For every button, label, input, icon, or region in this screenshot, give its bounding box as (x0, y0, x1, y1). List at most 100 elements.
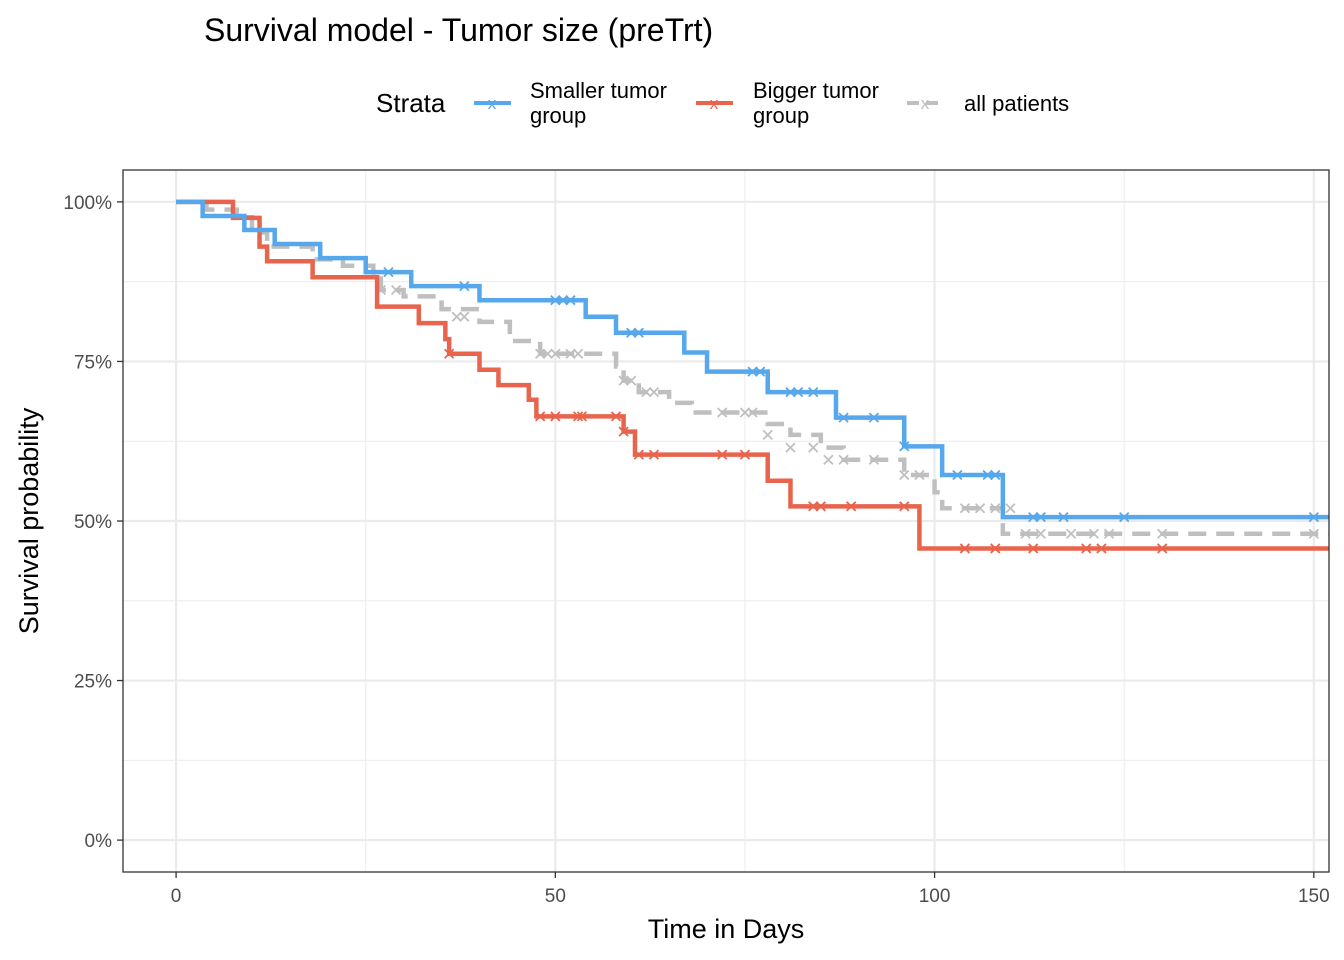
censor-mark-smaller (1119, 512, 1130, 523)
x-tick-label: 100 (919, 886, 951, 907)
series-all (176, 199, 1329, 539)
censor-mark-smaller (565, 295, 576, 306)
censor-mark-smaller (808, 386, 819, 398)
censor-mark-smaller (982, 469, 993, 481)
censor-mark-all (1005, 503, 1016, 514)
censor-mark-bigger (1028, 543, 1039, 554)
censor-mark-bigger (815, 501, 826, 512)
censor-mark-all (648, 386, 660, 398)
chart-title: Survival model - Tumor size (preTrt) (204, 12, 713, 48)
y-axis-title: Survival probability (14, 407, 44, 634)
legend-entry-all: x all patients (907, 91, 1069, 116)
censor-mark-bigger (618, 426, 629, 437)
legend-label-all: all patients (964, 91, 1069, 116)
series-smaller (176, 199, 1329, 523)
censor-mark-bigger (444, 348, 455, 359)
censor-mark-bigger (633, 449, 644, 460)
censor-mark-smaller (838, 412, 849, 423)
censor-mark-all (641, 386, 652, 398)
x-tick-label: 50 (545, 886, 566, 907)
censor-mark-bigger (808, 501, 819, 512)
legend-label-bigger-line1: Bigger tumor (753, 78, 879, 103)
y-tick-label: 50% (74, 512, 112, 533)
series-bigger (176, 199, 1329, 554)
censor-mark-bigger (959, 543, 971, 554)
censor-mark-bigger (1096, 543, 1107, 554)
censor-mark-all (618, 375, 629, 386)
censor-mark-all (959, 503, 971, 514)
x-tick-label: 0 (171, 886, 182, 907)
legend-label-smaller-line2: group (530, 103, 586, 128)
censor-mark-all (747, 407, 758, 418)
censor-mark-bigger (550, 411, 561, 422)
censor-mark-all (785, 442, 796, 453)
censor-mark-all (762, 429, 773, 440)
legend-key-all-censor: x (921, 94, 930, 113)
grid (123, 170, 1329, 872)
x-tick-label: 150 (1298, 886, 1330, 907)
censor-mark-smaller (1028, 512, 1039, 523)
censor-mark-all (565, 348, 576, 359)
y-tick-label: 100% (63, 193, 112, 214)
censor-mark-all (1103, 528, 1115, 539)
censor-mark-all (808, 442, 819, 453)
censor-mark-bigger (717, 449, 728, 460)
censor-mark-all (717, 407, 728, 418)
censor-mark-bigger (739, 449, 751, 460)
censor-mark-bigger (648, 449, 660, 460)
censor-mark-all (535, 348, 546, 359)
legend: Strata x Smaller tumor group x Bigger tu… (376, 78, 1069, 128)
censor-mark-bigger (572, 411, 584, 422)
censor-mark-all (1156, 528, 1168, 539)
censor-mark-smaller (754, 366, 766, 377)
axes: 0% 25% 50% 75% 100% 0 50 100 150 (63, 193, 1329, 907)
censor-mark-smaller (557, 295, 569, 306)
censor-mark-all (1088, 528, 1100, 539)
censor-mark-all (974, 503, 986, 514)
censor-mark-all (459, 311, 470, 322)
legend-entry-bigger: x Bigger tumor group (696, 78, 879, 128)
censor-mark-smaller (792, 386, 804, 398)
censor-mark-smaller (952, 469, 963, 481)
y-tick-label: 0% (85, 831, 113, 852)
censor-mark-smaller (990, 469, 1001, 481)
censor-mark-smaller (550, 295, 561, 306)
censor-mark-bigger (1081, 543, 1092, 554)
censor-mark-bigger (610, 411, 622, 422)
y-tick-label: 25% (74, 672, 112, 693)
series-line-all (176, 199, 1329, 537)
legend-title: Strata (376, 88, 446, 118)
censor-mark-smaller (747, 366, 758, 377)
censor-mark-all (390, 284, 402, 296)
legend-label-smaller-line1: Smaller tumor (530, 78, 667, 103)
censor-mark-all (1308, 528, 1319, 539)
censor-mark-all (626, 375, 637, 386)
legend-key-bigger-censor: x (710, 94, 719, 113)
censor-mark-all (914, 469, 925, 481)
censor-mark-all (990, 503, 1001, 514)
censor-mark-smaller (868, 412, 880, 423)
censor-mark-smaller (1035, 512, 1046, 523)
legend-label-bigger-line2: group (753, 103, 809, 128)
legend-key-smaller-censor: x (488, 94, 497, 113)
censor-mark-all (823, 454, 834, 465)
censor-mark-bigger (535, 411, 546, 422)
x-axis-title: Time in Days (648, 914, 805, 944)
censor-mark-all (739, 407, 751, 418)
censor-mark-all (1035, 528, 1046, 539)
censor-mark-all (542, 348, 553, 359)
censor-mark-smaller (459, 281, 470, 292)
censor-mark-smaller (1058, 512, 1069, 523)
censor-mark-smaller (899, 441, 910, 452)
censor-mark-smaller (626, 327, 637, 338)
censor-mark-all (1020, 528, 1031, 539)
series-line-smaller (176, 199, 1329, 520)
censor-mark-bigger (576, 411, 588, 422)
censor-mark-all (868, 454, 880, 465)
censor-mark-all (1065, 528, 1077, 539)
series-line-bigger (176, 199, 1329, 551)
series-layer (176, 199, 1329, 554)
censor-mark-all (550, 348, 561, 359)
